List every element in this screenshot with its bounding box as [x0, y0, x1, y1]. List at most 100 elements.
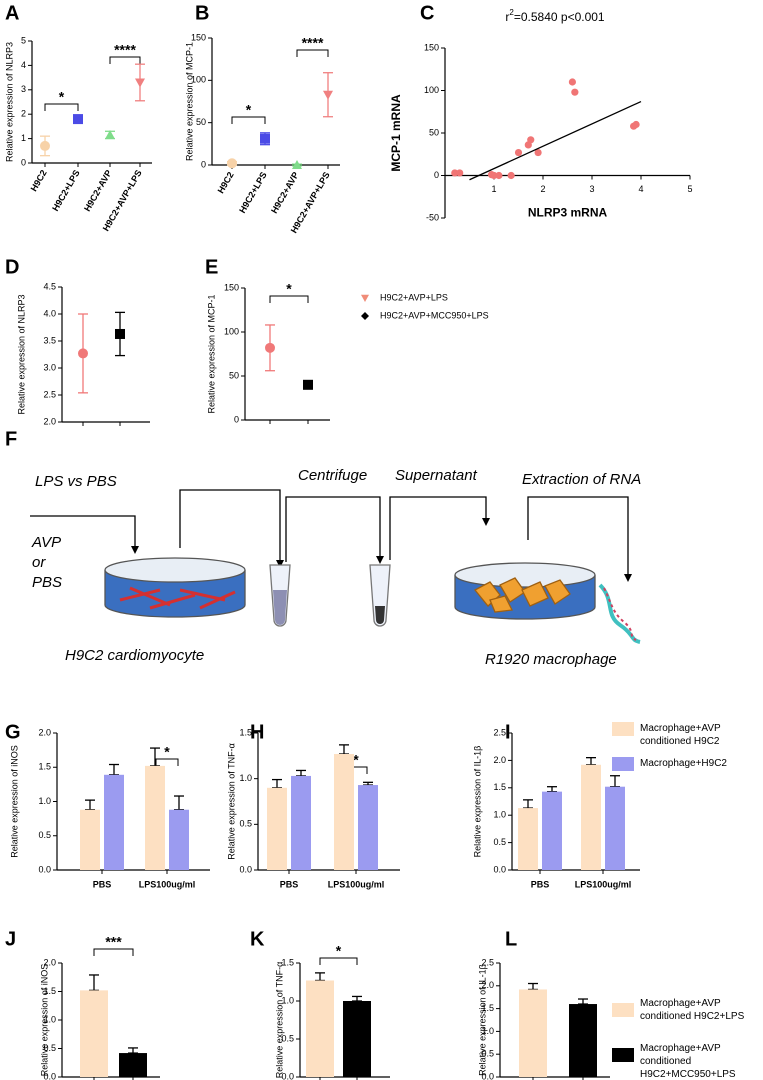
y-tick-label: 1.5: [38, 762, 51, 772]
y-tick-label: 0.0: [43, 1071, 56, 1080]
legend-swatch: [612, 722, 634, 736]
panel-letter: H: [250, 721, 264, 743]
y-tick-label: 2.0: [493, 755, 506, 765]
y-tick-label: 4.5: [43, 281, 56, 291]
y-axis-label: Relative expression of iNOS: [39, 964, 49, 1077]
marker: [78, 348, 88, 359]
x-tick-label: 4: [638, 184, 643, 194]
dish: [104, 570, 246, 618]
legend-swatch: [612, 1048, 634, 1062]
y-tick-label: 1.5: [493, 782, 506, 792]
y-tick-label: 3.5: [43, 335, 56, 345]
y-tick-label: 2.5: [481, 957, 494, 967]
cells: [119, 586, 236, 610]
x-tick-label: H9C2+AVP: [82, 168, 114, 213]
significance-label: ****: [114, 42, 136, 58]
y-tick-label: 2.0: [481, 980, 494, 990]
panel-letter: F: [5, 428, 17, 450]
y-tick-label: -50: [426, 212, 439, 222]
panel-letter: K: [250, 928, 265, 950]
marker: [265, 342, 275, 353]
arrowhead: [482, 518, 490, 526]
legend-label: Macrophage+AVP conditioned H9C2+MCC950+L…: [640, 1043, 736, 1080]
marker: [73, 114, 83, 125]
y-tick-label: 0.5: [281, 1033, 294, 1043]
y-tick-label: 0.0: [281, 1071, 294, 1080]
y-tick-label: 3: [21, 84, 26, 94]
treatment-label: or: [32, 554, 46, 571]
x-tick-label: H9C2+LPS: [237, 170, 269, 215]
arrow: [389, 496, 487, 560]
y-tick-label: 1.0: [281, 995, 294, 1005]
arrow: [527, 496, 629, 576]
y-tick-label: 0.5: [493, 837, 506, 847]
y-tick-label: 1.0: [481, 1026, 494, 1036]
rna: [598, 583, 641, 644]
annotation-text: r: [505, 10, 509, 24]
arrow: [179, 489, 281, 562]
marker: [292, 160, 302, 169]
scatter-point: [571, 88, 579, 96]
scatter-point: [507, 171, 515, 180]
legend-label: H9C2+AVP+MCC950+LPS: [380, 310, 489, 320]
panel-letter: D: [5, 256, 19, 278]
scatter-point: [527, 136, 535, 144]
y-tick-label: 50: [196, 117, 206, 127]
scatter-point: [514, 148, 523, 157]
diagram: [30, 489, 641, 644]
significance-bracket: [109, 56, 141, 64]
y-tick-label: 1.0: [493, 810, 506, 820]
panel-letter: G: [5, 721, 21, 743]
scatter-point: [534, 148, 542, 157]
y-tick-label: 1.5: [481, 1003, 494, 1013]
x-tick-label: PBS: [280, 879, 299, 889]
significance-label: ****: [302, 35, 324, 51]
pellet: [375, 606, 385, 624]
y-tick-label: 5: [21, 35, 26, 45]
significance-label: *: [286, 281, 292, 297]
y-tick-label: 150: [424, 42, 439, 52]
scatter-point: [495, 171, 503, 180]
marker: [40, 140, 50, 151]
step-label: Supernatant: [395, 467, 478, 484]
significance-label: *: [59, 89, 65, 105]
significance-bracket: [296, 49, 329, 57]
bar: [542, 791, 562, 870]
y-tick-label: 1.0: [43, 1014, 56, 1024]
x-tick-label: 3: [589, 184, 594, 194]
dish-rim: [104, 557, 246, 583]
y-tick-label: 150: [224, 282, 239, 292]
scatter-point: [568, 78, 577, 86]
y-tick-label: 2.0: [43, 416, 56, 426]
significance-bracket: [269, 295, 309, 303]
legend-marker: [361, 294, 369, 302]
y-axis-label: Relative expression of NLRP3: [4, 42, 14, 162]
cell-label: R1920 macrophage: [485, 651, 617, 668]
bar: [291, 775, 311, 870]
significance-bracket: [44, 103, 79, 111]
y-axis-label: Relative expression of TNF-α: [226, 743, 236, 860]
pellet: [273, 590, 287, 625]
legend-marker: [361, 312, 369, 320]
macrophages: [473, 577, 571, 613]
y-tick-label: 0.5: [38, 830, 51, 840]
legend-swatch: [612, 1003, 634, 1017]
y-tick-label: 0.0: [481, 1071, 494, 1080]
legend-label: H9C2+AVP+LPS: [380, 292, 448, 302]
y-tick-label: 0: [434, 170, 439, 180]
bar: [334, 754, 354, 870]
y-tick-label: 2: [21, 109, 26, 119]
y-tick-label: 0: [234, 414, 239, 424]
panel-letter: L: [505, 928, 517, 950]
y-tick-label: 1.0: [239, 773, 252, 783]
y-tick-label: 1.0: [38, 796, 51, 806]
legend-label: Macrophage+AVP conditioned H9C2: [640, 723, 721, 747]
y-tick-label: 2.5: [493, 727, 506, 737]
treatment-label: AVP: [31, 534, 61, 551]
y-axis-label: Relative expression of NLRP3: [16, 294, 26, 414]
bar: [358, 785, 378, 870]
legend-label: Macrophage+AVP conditioned H9C2+LPS: [640, 998, 745, 1022]
bar: [306, 980, 334, 1077]
arrow: [285, 496, 381, 562]
